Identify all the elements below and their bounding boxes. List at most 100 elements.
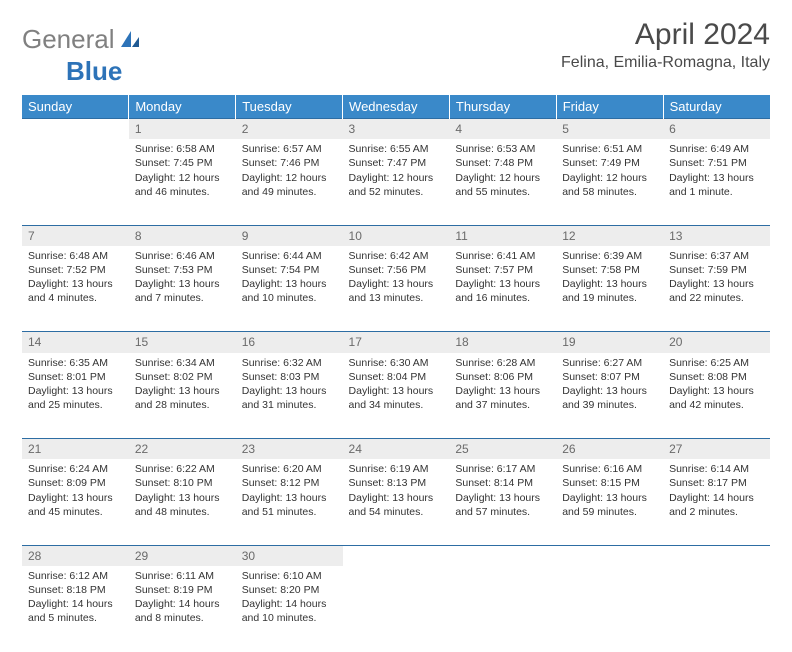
- daylight-line: Daylight: 13 hours and 25 minutes.: [28, 384, 123, 412]
- day-number-cell: 23: [236, 439, 343, 460]
- content-row: Sunrise: 6:58 AMSunset: 7:45 PMDaylight:…: [22, 139, 770, 225]
- month-title: April 2024: [561, 18, 770, 52]
- daylight-line: Daylight: 13 hours and 16 minutes.: [455, 277, 550, 305]
- day-number-cell: 9: [236, 225, 343, 246]
- sunrise-line: Sunrise: 6:49 AM: [669, 142, 764, 156]
- sunset-line: Sunset: 8:04 PM: [349, 370, 444, 384]
- day-content-cell: [343, 566, 450, 652]
- day-number-cell: 6: [663, 119, 770, 140]
- sunrise-line: Sunrise: 6:17 AM: [455, 462, 550, 476]
- daylight-line: Daylight: 13 hours and 1 minute.: [669, 171, 764, 199]
- sunset-line: Sunset: 8:08 PM: [669, 370, 764, 384]
- daylight-line: Daylight: 14 hours and 2 minutes.: [669, 491, 764, 519]
- content-row: Sunrise: 6:35 AMSunset: 8:01 PMDaylight:…: [22, 353, 770, 439]
- sunset-line: Sunset: 8:17 PM: [669, 476, 764, 490]
- sunset-line: Sunset: 7:48 PM: [455, 156, 550, 170]
- day-content-cell: Sunrise: 6:24 AMSunset: 8:09 PMDaylight:…: [22, 459, 129, 545]
- sunrise-line: Sunrise: 6:55 AM: [349, 142, 444, 156]
- day-content-cell: Sunrise: 6:53 AMSunset: 7:48 PMDaylight:…: [449, 139, 556, 225]
- sunrise-line: Sunrise: 6:14 AM: [669, 462, 764, 476]
- day-number-cell: 18: [449, 332, 556, 353]
- day-content-cell: Sunrise: 6:37 AMSunset: 7:59 PMDaylight:…: [663, 246, 770, 332]
- sunset-line: Sunset: 7:54 PM: [242, 263, 337, 277]
- sunrise-line: Sunrise: 6:42 AM: [349, 249, 444, 263]
- day-number-cell: 27: [663, 439, 770, 460]
- day-number-cell: 3: [343, 119, 450, 140]
- sunset-line: Sunset: 8:20 PM: [242, 583, 337, 597]
- sunrise-line: Sunrise: 6:20 AM: [242, 462, 337, 476]
- day-number-cell: 8: [129, 225, 236, 246]
- day-content-cell: Sunrise: 6:10 AMSunset: 8:20 PMDaylight:…: [236, 566, 343, 652]
- day-number-cell: 20: [663, 332, 770, 353]
- weekday-header: Monday: [129, 95, 236, 119]
- day-content-cell: Sunrise: 6:30 AMSunset: 8:04 PMDaylight:…: [343, 353, 450, 439]
- day-number-cell: 14: [22, 332, 129, 353]
- sunset-line: Sunset: 8:13 PM: [349, 476, 444, 490]
- day-content-cell: Sunrise: 6:55 AMSunset: 7:47 PMDaylight:…: [343, 139, 450, 225]
- day-number-cell: 10: [343, 225, 450, 246]
- daylight-line: Daylight: 13 hours and 39 minutes.: [562, 384, 657, 412]
- sunrise-line: Sunrise: 6:46 AM: [135, 249, 230, 263]
- daylight-line: Daylight: 13 hours and 59 minutes.: [562, 491, 657, 519]
- daylight-line: Daylight: 13 hours and 31 minutes.: [242, 384, 337, 412]
- sunset-line: Sunset: 8:06 PM: [455, 370, 550, 384]
- sunrise-line: Sunrise: 6:16 AM: [562, 462, 657, 476]
- day-number-cell: 24: [343, 439, 450, 460]
- day-content-cell: Sunrise: 6:46 AMSunset: 7:53 PMDaylight:…: [129, 246, 236, 332]
- sunrise-line: Sunrise: 6:51 AM: [562, 142, 657, 156]
- day-content-cell: Sunrise: 6:19 AMSunset: 8:13 PMDaylight:…: [343, 459, 450, 545]
- sunset-line: Sunset: 7:52 PM: [28, 263, 123, 277]
- sunrise-line: Sunrise: 6:39 AM: [562, 249, 657, 263]
- day-content-cell: Sunrise: 6:27 AMSunset: 8:07 PMDaylight:…: [556, 353, 663, 439]
- day-content-cell: Sunrise: 6:51 AMSunset: 7:49 PMDaylight:…: [556, 139, 663, 225]
- daylight-line: Daylight: 13 hours and 19 minutes.: [562, 277, 657, 305]
- daylight-line: Daylight: 13 hours and 10 minutes.: [242, 277, 337, 305]
- daylight-line: Daylight: 14 hours and 5 minutes.: [28, 597, 123, 625]
- day-content-cell: Sunrise: 6:28 AMSunset: 8:06 PMDaylight:…: [449, 353, 556, 439]
- sunrise-line: Sunrise: 6:32 AM: [242, 356, 337, 370]
- content-row: Sunrise: 6:24 AMSunset: 8:09 PMDaylight:…: [22, 459, 770, 545]
- sunrise-line: Sunrise: 6:44 AM: [242, 249, 337, 263]
- sunset-line: Sunset: 7:59 PM: [669, 263, 764, 277]
- day-number-cell: 5: [556, 119, 663, 140]
- daylight-line: Daylight: 14 hours and 10 minutes.: [242, 597, 337, 625]
- day-number-cell: 19: [556, 332, 663, 353]
- day-content-cell: Sunrise: 6:57 AMSunset: 7:46 PMDaylight:…: [236, 139, 343, 225]
- day-content-cell: Sunrise: 6:20 AMSunset: 8:12 PMDaylight:…: [236, 459, 343, 545]
- day-number-cell: [22, 119, 129, 140]
- sunset-line: Sunset: 7:46 PM: [242, 156, 337, 170]
- day-content-cell: Sunrise: 6:14 AMSunset: 8:17 PMDaylight:…: [663, 459, 770, 545]
- sunrise-line: Sunrise: 6:19 AM: [349, 462, 444, 476]
- sunrise-line: Sunrise: 6:48 AM: [28, 249, 123, 263]
- daynum-row: 123456: [22, 119, 770, 140]
- daylight-line: Daylight: 12 hours and 55 minutes.: [455, 171, 550, 199]
- day-content-cell: Sunrise: 6:44 AMSunset: 7:54 PMDaylight:…: [236, 246, 343, 332]
- daylight-line: Daylight: 13 hours and 4 minutes.: [28, 277, 123, 305]
- sunset-line: Sunset: 8:03 PM: [242, 370, 337, 384]
- day-number-cell: [449, 545, 556, 566]
- sunrise-line: Sunrise: 6:25 AM: [669, 356, 764, 370]
- day-content-cell: Sunrise: 6:39 AMSunset: 7:58 PMDaylight:…: [556, 246, 663, 332]
- daylight-line: Daylight: 13 hours and 48 minutes.: [135, 491, 230, 519]
- day-number-cell: 2: [236, 119, 343, 140]
- day-content-cell: Sunrise: 6:12 AMSunset: 8:18 PMDaylight:…: [22, 566, 129, 652]
- day-content-cell: Sunrise: 6:42 AMSunset: 7:56 PMDaylight:…: [343, 246, 450, 332]
- day-content-cell: Sunrise: 6:34 AMSunset: 8:02 PMDaylight:…: [129, 353, 236, 439]
- weekday-header: Sunday: [22, 95, 129, 119]
- content-row: Sunrise: 6:12 AMSunset: 8:18 PMDaylight:…: [22, 566, 770, 652]
- day-number-cell: [343, 545, 450, 566]
- daylight-line: Daylight: 13 hours and 51 minutes.: [242, 491, 337, 519]
- day-number-cell: 16: [236, 332, 343, 353]
- day-content-cell: [663, 566, 770, 652]
- day-content-cell: [556, 566, 663, 652]
- sunset-line: Sunset: 8:09 PM: [28, 476, 123, 490]
- daynum-row: 21222324252627: [22, 439, 770, 460]
- daylight-line: Daylight: 12 hours and 58 minutes.: [562, 171, 657, 199]
- day-content-cell: Sunrise: 6:48 AMSunset: 7:52 PMDaylight:…: [22, 246, 129, 332]
- sunset-line: Sunset: 8:10 PM: [135, 476, 230, 490]
- sunset-line: Sunset: 8:02 PM: [135, 370, 230, 384]
- content-row: Sunrise: 6:48 AMSunset: 7:52 PMDaylight:…: [22, 246, 770, 332]
- day-number-cell: 17: [343, 332, 450, 353]
- daylight-line: Daylight: 13 hours and 28 minutes.: [135, 384, 230, 412]
- sunset-line: Sunset: 8:18 PM: [28, 583, 123, 597]
